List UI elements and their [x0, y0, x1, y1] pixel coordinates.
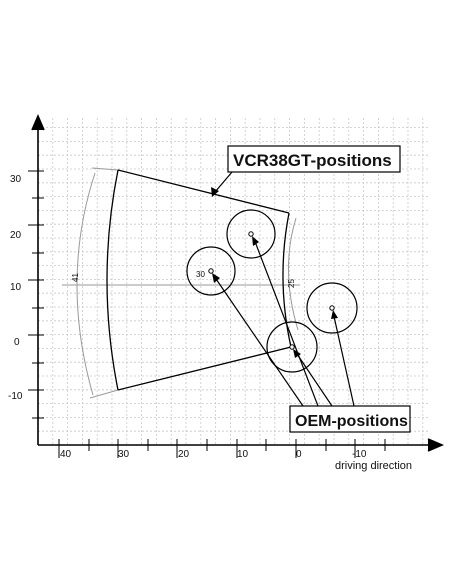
ticks [28, 170, 386, 458]
y-tick-label: -10 [8, 391, 23, 402]
arrowhead [211, 187, 219, 197]
y-tick-labels: 30 20 10 0 -10 [8, 174, 23, 402]
arrowhead [331, 310, 338, 319]
vcr-area [106, 169, 292, 391]
dimension-label-41: 41 [71, 273, 80, 282]
vcr-callout-box [227, 145, 401, 173]
oem-circle [266, 321, 318, 373]
dimension-arc-right [287, 217, 299, 331]
oem-point [248, 231, 254, 237]
oem-point [289, 344, 295, 350]
y-tick-label: 10 [10, 282, 22, 293]
y-axis-arrow [31, 113, 45, 131]
vcr-edge-top [117, 169, 290, 214]
leader-lines [213, 171, 355, 407]
x-tick-label: 40 [60, 449, 72, 460]
vcr-edge-right [282, 212, 292, 348]
arrowhead [212, 273, 220, 283]
dimension-label-30: 30 [196, 270, 205, 279]
oem-callout-label: OEM-positions [295, 413, 408, 430]
leader-arrowheads [211, 187, 338, 358]
oem-leader [332, 311, 355, 407]
oem-leader [253, 238, 319, 407]
x-axis-label: driving direction [335, 460, 412, 472]
dimension-tick [89, 389, 119, 399]
dimension-lines [62, 167, 300, 399]
x-tick-label: 20 [178, 449, 190, 460]
oem-leader [213, 275, 304, 407]
vcr-callout: VCR38GT-positions [227, 145, 401, 173]
x-tick-labels: 40 30 20 10 0 -10 [60, 449, 367, 460]
y-tick-label: 30 [10, 174, 22, 185]
oem-leader [294, 350, 333, 407]
arrowhead [252, 236, 259, 246]
dimension-label-25: 25 [287, 279, 296, 288]
oem-points [208, 231, 335, 350]
oem-circle [186, 246, 236, 296]
x-tick-label: 10 [237, 449, 249, 460]
vcr-edge-left [106, 169, 119, 391]
y-tick-label: 0 [14, 337, 20, 348]
oem-callout-box [289, 405, 411, 433]
oem-circle [226, 209, 276, 259]
x-tick-label: -10 [352, 449, 367, 460]
oem-point [329, 305, 335, 311]
vcr-callout-label: VCR38GT-positions [233, 151, 392, 170]
vcr-edge-bottom [117, 346, 292, 391]
oem-point [208, 268, 214, 274]
x-tick-label: 30 [118, 449, 130, 460]
oem-circles [186, 209, 358, 373]
dimension-arc-left [76, 172, 96, 396]
oem-callout: OEM-positions [289, 405, 411, 433]
x-axis-arrow [427, 438, 445, 452]
x-tick-label: 0 [296, 449, 302, 460]
oem-circle [306, 282, 358, 334]
dimension-tick [91, 167, 119, 171]
arrowhead [293, 349, 301, 358]
y-tick-label: 20 [10, 230, 22, 241]
vcr-leader [214, 171, 233, 193]
